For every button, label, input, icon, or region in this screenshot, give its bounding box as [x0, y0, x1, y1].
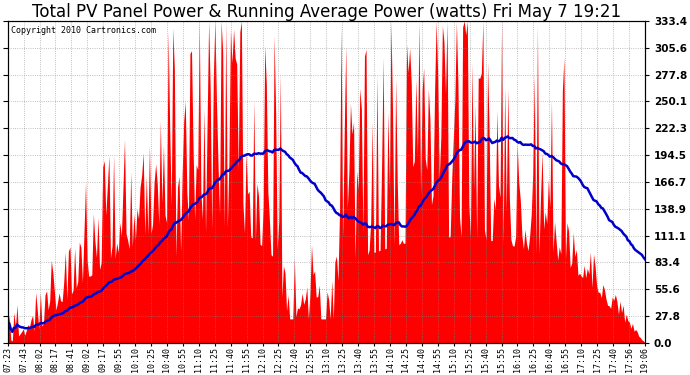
Text: Copyright 2010 Cartronics.com: Copyright 2010 Cartronics.com — [11, 26, 156, 35]
Title: Total PV Panel Power & Running Average Power (watts) Fri May 7 19:21: Total PV Panel Power & Running Average P… — [32, 3, 621, 21]
